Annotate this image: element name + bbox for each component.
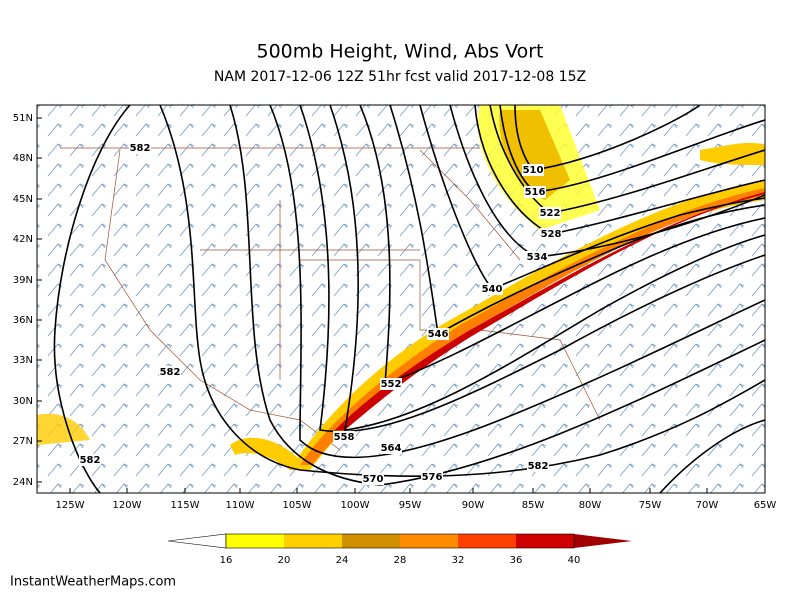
contour-label-bg — [362, 473, 384, 485]
colorbar — [167, 533, 632, 549]
longitude-label: 90W — [462, 500, 485, 511]
contour-label-bg — [527, 460, 549, 472]
contour-label: 582 — [160, 367, 181, 378]
longitude-label: 75W — [639, 500, 662, 511]
contour-label: 510 — [523, 165, 544, 176]
contour-label-bg — [380, 378, 402, 390]
colorbar-label: 16 — [220, 555, 233, 566]
longitude-label: 110W — [226, 500, 255, 511]
latitude-label: 42N — [13, 234, 33, 245]
contour-label-bg — [159, 366, 181, 378]
contour-label: 552 — [381, 379, 402, 390]
contour-label: 570 — [363, 474, 384, 485]
latitude-label: 39N — [13, 275, 33, 286]
contour-label: 582 — [80, 455, 101, 466]
contour-label-bg — [539, 207, 561, 219]
contour-label: 516 — [525, 187, 546, 198]
contour-label: 558 — [334, 432, 355, 443]
contour-label-bg — [421, 471, 443, 483]
contour-label: 576 — [422, 472, 443, 483]
longitude-label: 115W — [171, 500, 200, 511]
longitude-label: 100W — [341, 500, 370, 511]
contour-label-bg — [380, 442, 402, 454]
contour-label-bg — [129, 142, 151, 154]
contour-label: 582 — [528, 461, 549, 472]
contour-label-bg — [540, 228, 562, 240]
latitude-label: 33N — [13, 355, 33, 366]
longitude-label: 65W — [754, 500, 777, 511]
contour-label-bg — [427, 328, 449, 340]
contour-label: 534 — [527, 252, 548, 263]
subtitle: NAM 2017-12-06 12Z 51hr fcst valid 2017-… — [214, 69, 586, 85]
map-area — [37, 105, 765, 493]
latitude-label: 36N — [13, 315, 33, 326]
contour-label-bg — [526, 251, 548, 263]
longitude-label: 120W — [113, 500, 142, 511]
colorbar-label: 28 — [394, 555, 407, 566]
colorbar-label: 20 — [278, 555, 291, 566]
latitude-label: 24N — [13, 477, 33, 488]
contour-label: 522 — [540, 208, 561, 219]
longitude-label: 105W — [283, 500, 312, 511]
contour-label-bg — [522, 164, 544, 176]
title: 500mb Height, Wind, Abs Vort — [257, 41, 544, 63]
contour-label: 540 — [482, 284, 503, 295]
latitude-label: 30N — [13, 396, 33, 407]
contour-label-bg — [79, 454, 101, 466]
credit: InstantWeatherMaps.com — [10, 575, 176, 590]
colorbar-label: 24 — [336, 555, 349, 566]
latitude-label: 51N — [13, 113, 33, 124]
latitude-label: 45N — [13, 194, 33, 205]
colorbar-label: 40 — [568, 555, 581, 566]
contour-label-bg — [524, 186, 546, 198]
longitude-label: 125W — [56, 500, 85, 511]
longitude-label: 95W — [399, 500, 422, 511]
longitude-label: 70W — [696, 500, 719, 511]
map-frame — [36, 104, 766, 494]
latitude-label: 27N — [13, 436, 33, 447]
colorbar-label: 36 — [510, 555, 523, 566]
longitude-label: 85W — [522, 500, 545, 511]
contour-label: 546 — [428, 329, 449, 340]
contour-label: 564 — [381, 443, 402, 454]
contour-label-bg — [333, 431, 355, 443]
contour-label-bg — [481, 283, 503, 295]
longitude-label: 80W — [579, 500, 602, 511]
colorbar-label: 32 — [452, 555, 465, 566]
contour-label: 582 — [130, 143, 151, 154]
latitude-label: 48N — [13, 153, 33, 164]
contour-label: 528 — [541, 229, 562, 240]
